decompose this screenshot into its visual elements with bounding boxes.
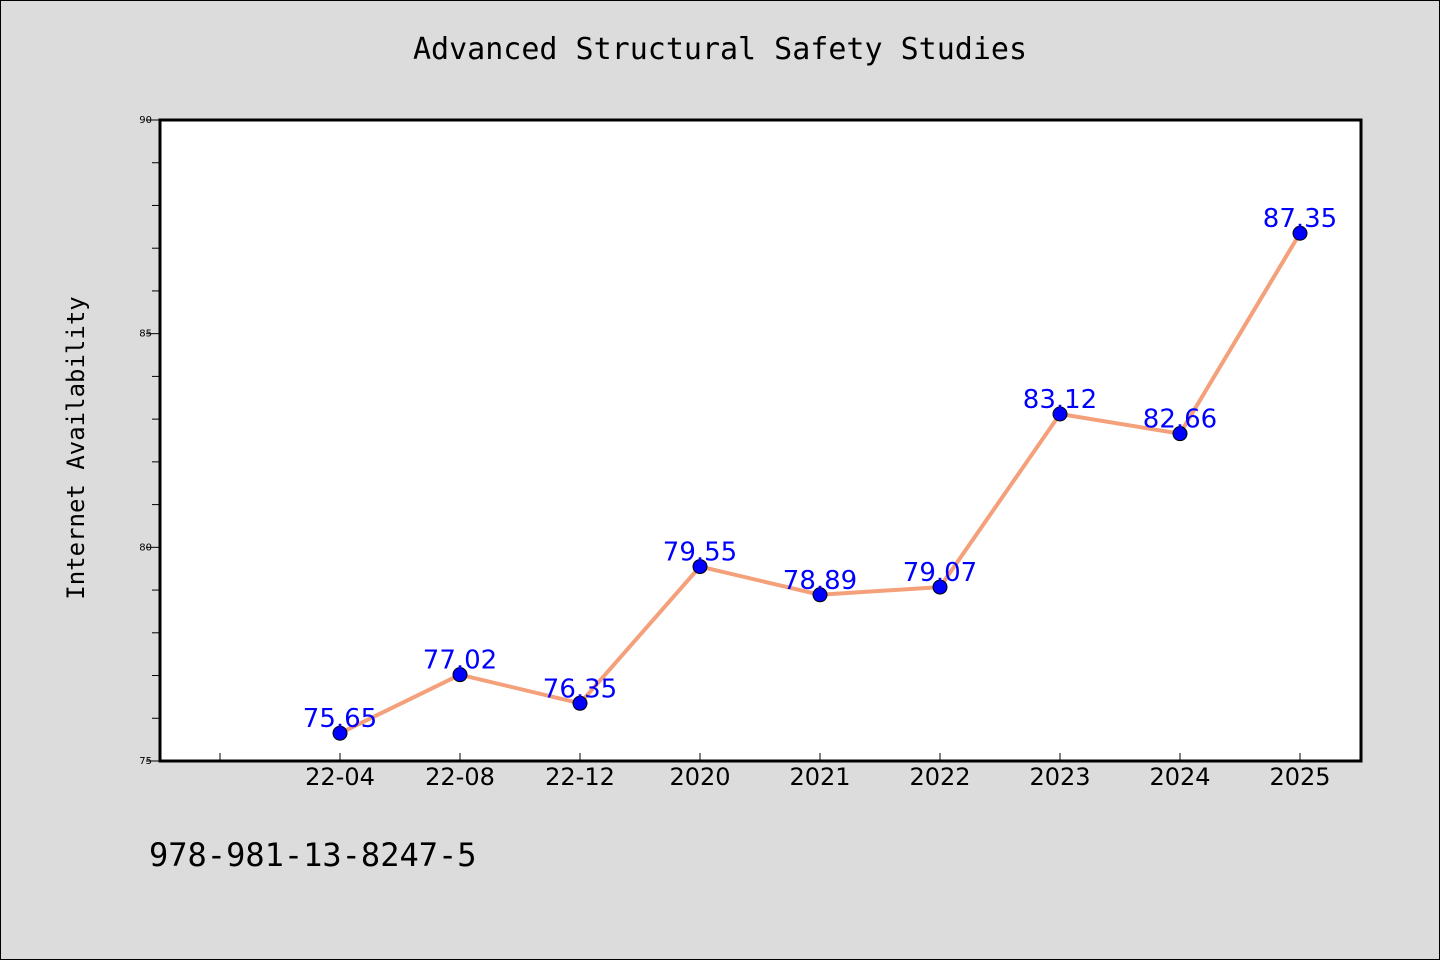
- series-markers: [332, 225, 1308, 741]
- data-label: 75.65: [303, 704, 377, 734]
- data-point: [692, 559, 708, 575]
- data-label: 79.55: [663, 538, 737, 568]
- x-tick-label: 2021: [789, 763, 850, 791]
- x-tick-label: 2025: [1269, 763, 1330, 791]
- data-point: [812, 587, 828, 603]
- data-labels: 75.65 77.02 76.35 79.55 78.89 79.07 83.12 82.66…: [303, 204, 1337, 734]
- data-point: [572, 695, 588, 711]
- y-axis-ticks: 75 80 85 90: [139, 115, 160, 767]
- data-label: 76.35: [543, 674, 617, 704]
- footer-code: 978-981-13-8247-5: [149, 836, 477, 874]
- data-point: [932, 579, 948, 595]
- x-tick-label: 22-12: [545, 763, 615, 791]
- data-label: 87.35: [1263, 204, 1337, 234]
- data-point: [332, 725, 348, 741]
- data-label: 82.66: [1143, 405, 1217, 435]
- x-tick-label: 22-08: [425, 763, 495, 791]
- data-point: [1172, 426, 1188, 442]
- x-tick-label: 22-04: [305, 763, 375, 791]
- data-label: 77.02: [423, 646, 497, 676]
- x-tick-label: 2023: [1029, 763, 1090, 791]
- data-label: 83.12: [1023, 385, 1097, 415]
- data-label: 78.89: [783, 566, 857, 596]
- y-tick-label: 80: [139, 542, 152, 553]
- x-tick-label: 2020: [669, 763, 730, 791]
- y-tick-label: 75: [139, 756, 152, 767]
- data-point: [1292, 225, 1308, 241]
- data-label: 79.07: [903, 558, 977, 588]
- chart-title: Advanced Structural Safety Studies: [412, 32, 1028, 67]
- x-axis-ticks: 22-04 22-08 22-12 2020 2021 2022 2023 2024 2025: [219, 753, 1331, 791]
- x-tick-label: 2024: [1149, 763, 1210, 791]
- plot-area: [160, 120, 1361, 761]
- data-point: [452, 667, 468, 683]
- x-tick-label: 2022: [909, 763, 970, 791]
- plot-border: [158, 118, 1363, 763]
- y-tick-label: 90: [139, 115, 152, 126]
- y-tick-label: 85: [139, 329, 152, 340]
- data-point: [1052, 406, 1068, 422]
